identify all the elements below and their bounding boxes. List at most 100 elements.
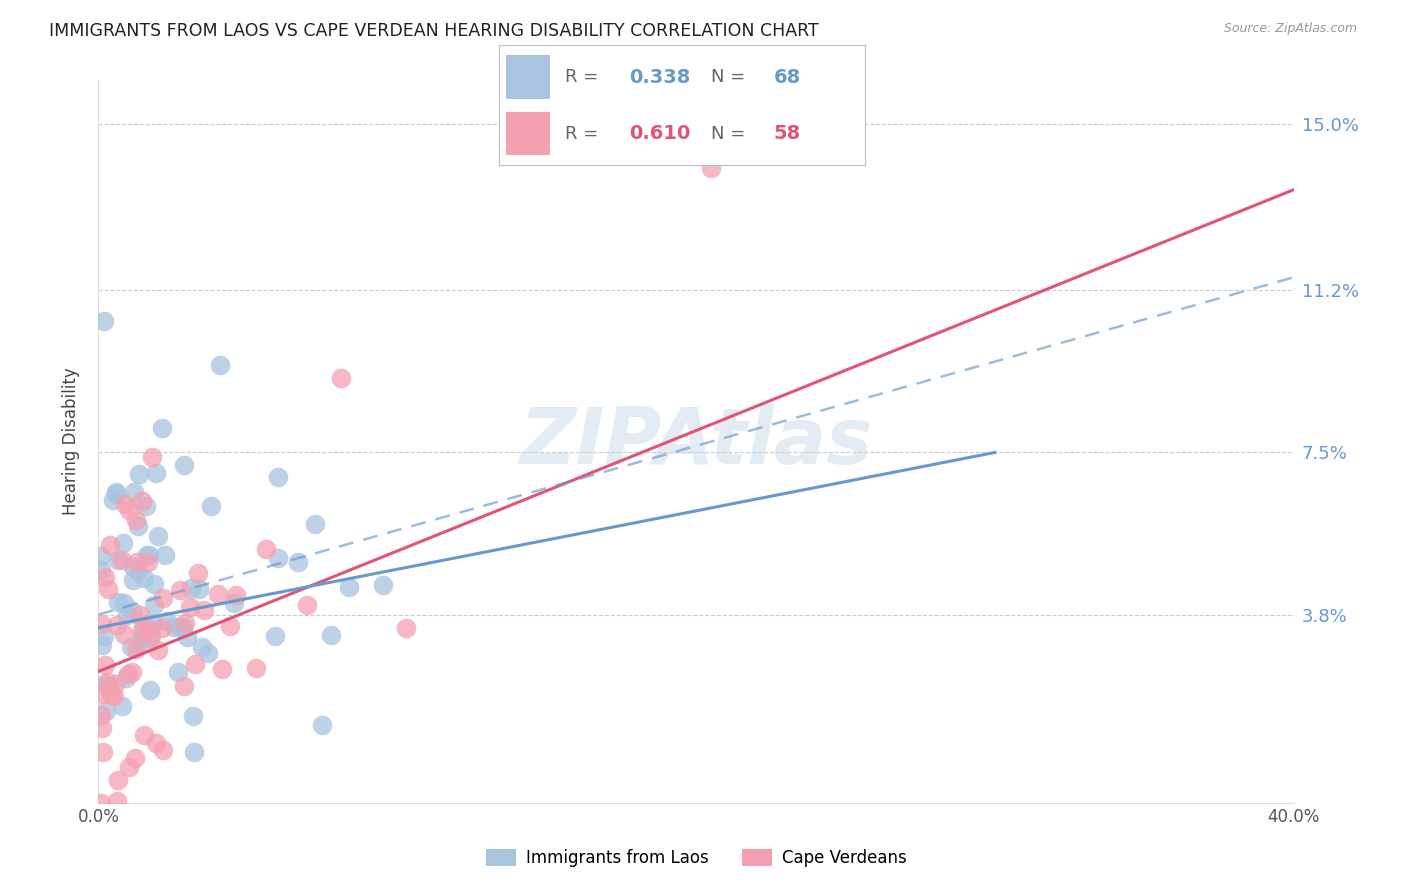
Point (91, 721, 114, 735)
Point (90, 562, 112, 576)
Point (264, 629, 287, 643)
Point (107, 773, 129, 788)
Point (156, 614, 179, 628)
Point (170, 620, 193, 634)
Point (91, 745, 114, 759)
Point (245, 661, 267, 675)
Text: N =: N = (711, 125, 751, 143)
Point (107, 594, 129, 608)
Point (122, 574, 145, 588)
Point (125, 642, 148, 657)
Point (115, 608, 138, 623)
Point (266, 551, 288, 566)
Point (112, 627, 135, 641)
Point (118, 502, 141, 516)
Point (180, 581, 202, 595)
Point (112, 596, 135, 610)
Point (150, 621, 173, 635)
Point (304, 517, 326, 532)
Point (121, 604, 143, 618)
Point (197, 646, 219, 660)
Point (152, 591, 174, 605)
Point (93, 677, 115, 691)
Point (111, 553, 134, 567)
Point (127, 519, 149, 533)
Point (254, 541, 277, 556)
Point (141, 450, 163, 464)
Point (120, 640, 142, 655)
Point (107, 553, 129, 567)
Point (94, 704, 117, 718)
Point (146, 643, 169, 657)
Legend: Immigrants from Laos, Cape Verdeans: Immigrants from Laos, Cape Verdeans (479, 842, 912, 874)
Bar (506, 55, 550, 99)
Text: 58: 58 (773, 124, 800, 144)
Point (162, 620, 184, 634)
Point (187, 566, 209, 580)
Point (132, 628, 155, 642)
Point (105, 617, 128, 632)
Point (200, 499, 222, 513)
Point (103, 493, 125, 508)
Point (121, 665, 143, 680)
Point (136, 622, 159, 636)
Text: Source: ZipAtlas.com: Source: ZipAtlas.com (1223, 22, 1357, 36)
Point (122, 484, 145, 499)
Point (311, 718, 333, 732)
Point (142, 599, 165, 613)
Point (193, 603, 215, 617)
Point (179, 599, 201, 614)
Point (105, 486, 128, 500)
Point (104, 677, 127, 691)
Point (138, 548, 160, 562)
Point (98, 679, 121, 693)
Point (207, 587, 229, 601)
Point (131, 631, 153, 645)
Point (128, 607, 150, 622)
Point (91, 638, 114, 652)
Point (90, 616, 112, 631)
Point (93, 314, 115, 328)
Point (172, 620, 194, 634)
Point (122, 559, 145, 574)
Point (125, 513, 148, 527)
Point (105, 794, 128, 808)
Point (90, 707, 112, 722)
Point (131, 494, 153, 508)
Point (114, 498, 136, 512)
Text: IMMIGRANTS FROM LAOS VS CAPE VERDEAN HEARING DISABILITY CORRELATION CHART: IMMIGRANTS FROM LAOS VS CAPE VERDEAN HEA… (49, 22, 818, 40)
Point (173, 615, 195, 630)
Point (150, 421, 173, 435)
Point (218, 619, 240, 633)
Point (139, 683, 162, 698)
Point (181, 708, 204, 723)
Point (319, 628, 342, 642)
Text: R =: R = (565, 125, 605, 143)
Point (135, 499, 157, 513)
Point (100, 687, 122, 701)
Point (135, 548, 157, 562)
Point (127, 555, 149, 569)
Point (173, 458, 195, 473)
Point (373, 578, 395, 592)
Point (139, 631, 162, 645)
Point (152, 743, 174, 757)
Point (142, 576, 165, 591)
Text: 68: 68 (773, 68, 800, 87)
Point (191, 640, 214, 655)
Point (146, 529, 169, 543)
Point (131, 624, 153, 639)
Point (98, 537, 121, 551)
Point (132, 728, 155, 742)
Text: ZIPAtlas: ZIPAtlas (519, 403, 873, 480)
Text: R =: R = (565, 68, 605, 87)
Point (142, 615, 165, 630)
Point (139, 628, 162, 642)
Point (94, 657, 117, 672)
Point (330, 371, 353, 385)
Point (145, 466, 167, 480)
Point (209, 358, 232, 372)
Point (173, 679, 195, 693)
Point (128, 467, 150, 481)
Point (127, 564, 149, 578)
